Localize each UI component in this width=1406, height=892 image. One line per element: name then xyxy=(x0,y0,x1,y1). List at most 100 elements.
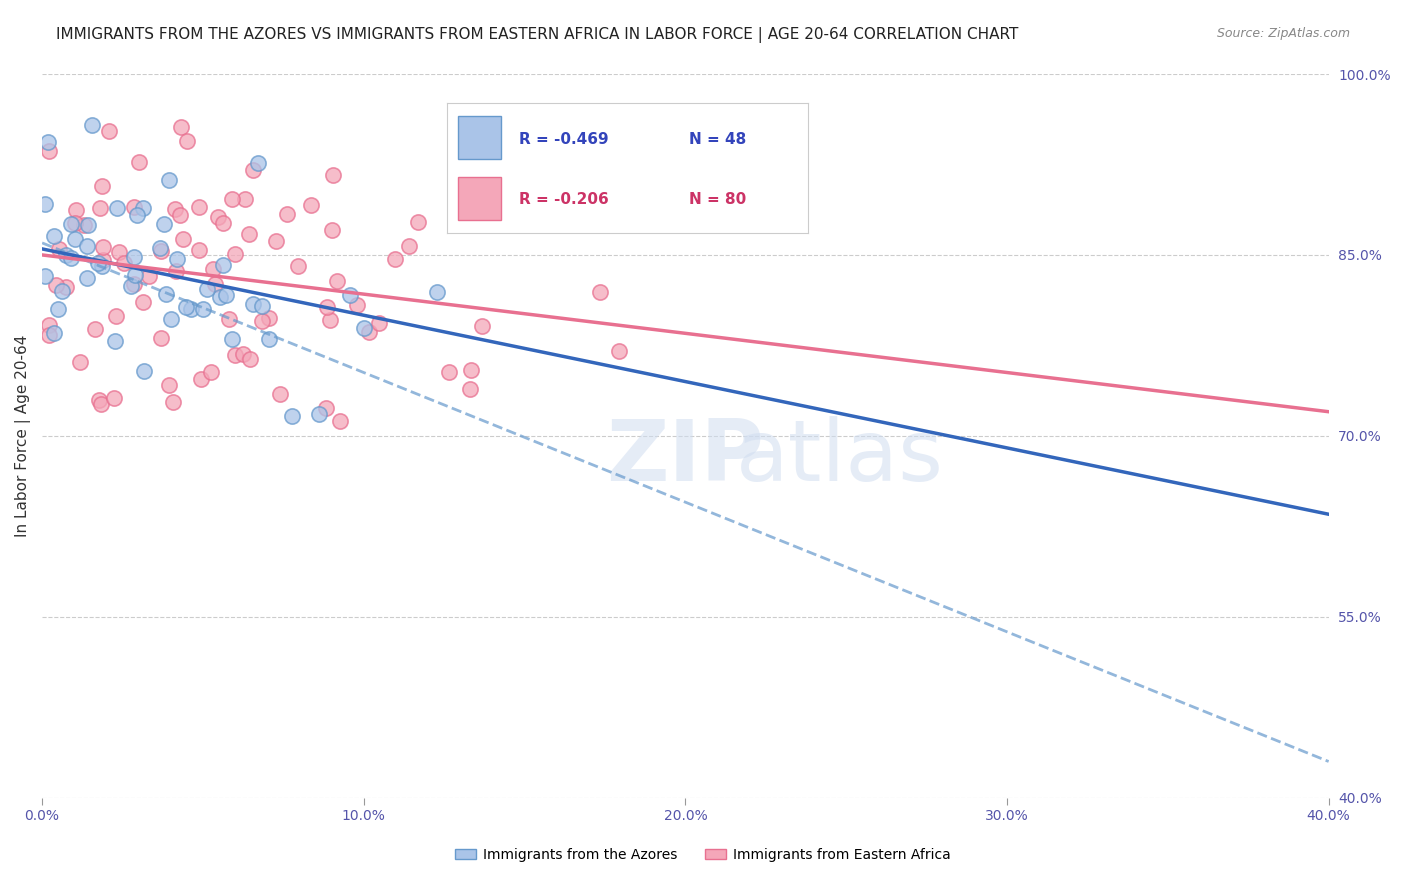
Point xyxy=(458,382,481,396)
Point xyxy=(211,216,233,230)
Point xyxy=(37,136,59,150)
Point xyxy=(122,277,145,291)
Point xyxy=(176,134,198,148)
Point xyxy=(246,156,269,170)
Point xyxy=(38,144,60,158)
Point xyxy=(170,120,193,134)
Point xyxy=(153,217,176,231)
Point xyxy=(155,287,177,301)
Point xyxy=(353,320,375,334)
Point xyxy=(215,288,238,302)
Point xyxy=(125,208,148,222)
Point xyxy=(232,347,254,361)
Text: ZIP: ZIP xyxy=(606,416,765,499)
Point xyxy=(34,269,56,284)
Point xyxy=(322,168,344,182)
Point xyxy=(250,313,273,327)
Point xyxy=(73,218,96,232)
Point xyxy=(91,259,114,273)
Point xyxy=(157,173,180,187)
Point xyxy=(48,242,70,256)
Point xyxy=(63,232,86,246)
Point xyxy=(120,278,142,293)
Point xyxy=(149,244,172,259)
Point xyxy=(77,218,100,232)
Point xyxy=(138,268,160,283)
Point xyxy=(34,197,56,211)
Point xyxy=(87,392,110,407)
Point xyxy=(76,270,98,285)
Point xyxy=(51,284,73,298)
Point xyxy=(59,217,82,231)
Point xyxy=(221,193,243,207)
Point xyxy=(128,155,150,169)
Point xyxy=(180,301,202,316)
Point xyxy=(59,252,82,266)
Point xyxy=(76,239,98,253)
Point xyxy=(398,239,420,253)
Text: IMMIGRANTS FROM THE AZORES VS IMMIGRANTS FROM EASTERN AFRICA IN LABOR FORCE | AG: IMMIGRANTS FROM THE AZORES VS IMMIGRANTS… xyxy=(56,27,1018,43)
Point xyxy=(218,311,240,326)
Point xyxy=(93,252,115,267)
Point xyxy=(63,216,86,230)
Point xyxy=(408,215,430,229)
Point xyxy=(250,299,273,313)
Point xyxy=(321,223,343,237)
Point xyxy=(176,301,198,315)
Point xyxy=(287,259,309,273)
Point xyxy=(276,206,298,220)
Point xyxy=(46,301,69,316)
Y-axis label: In Labor Force | Age 20-64: In Labor Force | Age 20-64 xyxy=(15,334,31,537)
Point xyxy=(172,232,194,246)
Point xyxy=(238,227,260,241)
Point xyxy=(65,203,87,218)
Point xyxy=(346,298,368,312)
Point xyxy=(44,326,66,341)
Point xyxy=(90,397,112,411)
Point xyxy=(329,414,352,428)
Point xyxy=(38,327,60,342)
Point xyxy=(166,252,188,267)
Point xyxy=(80,118,103,132)
Point xyxy=(316,300,339,314)
Point xyxy=(308,407,330,421)
Point xyxy=(242,297,264,311)
Point xyxy=(45,278,67,293)
Point xyxy=(38,318,60,333)
Point xyxy=(55,280,77,294)
Point xyxy=(97,124,120,138)
Point xyxy=(202,262,225,277)
Point xyxy=(357,326,380,340)
Point xyxy=(112,256,135,270)
Point xyxy=(42,228,65,243)
Text: Source: ZipAtlas.com: Source: ZipAtlas.com xyxy=(1216,27,1350,40)
Point xyxy=(242,162,264,177)
Point xyxy=(200,365,222,379)
Text: atlas: atlas xyxy=(735,416,943,499)
Point xyxy=(69,355,91,369)
Point xyxy=(299,198,322,212)
Point xyxy=(319,313,342,327)
Point xyxy=(384,252,406,266)
Point xyxy=(124,200,146,214)
Point xyxy=(150,331,173,345)
Point xyxy=(368,316,391,330)
Point xyxy=(269,387,291,401)
Point xyxy=(221,332,243,346)
Point xyxy=(471,318,494,333)
Point xyxy=(208,290,231,304)
Point xyxy=(157,377,180,392)
Point xyxy=(132,294,155,309)
Point xyxy=(195,282,218,296)
Point xyxy=(169,208,191,222)
Legend: Immigrants from the Azores, Immigrants from Eastern Africa: Immigrants from the Azores, Immigrants f… xyxy=(450,842,956,867)
Point xyxy=(165,264,187,278)
Point xyxy=(124,250,146,264)
Point xyxy=(160,312,183,326)
Point xyxy=(103,391,125,405)
Point xyxy=(233,192,256,206)
Point xyxy=(326,274,349,288)
Point xyxy=(83,322,105,336)
Point xyxy=(87,256,110,270)
Point xyxy=(190,372,212,386)
